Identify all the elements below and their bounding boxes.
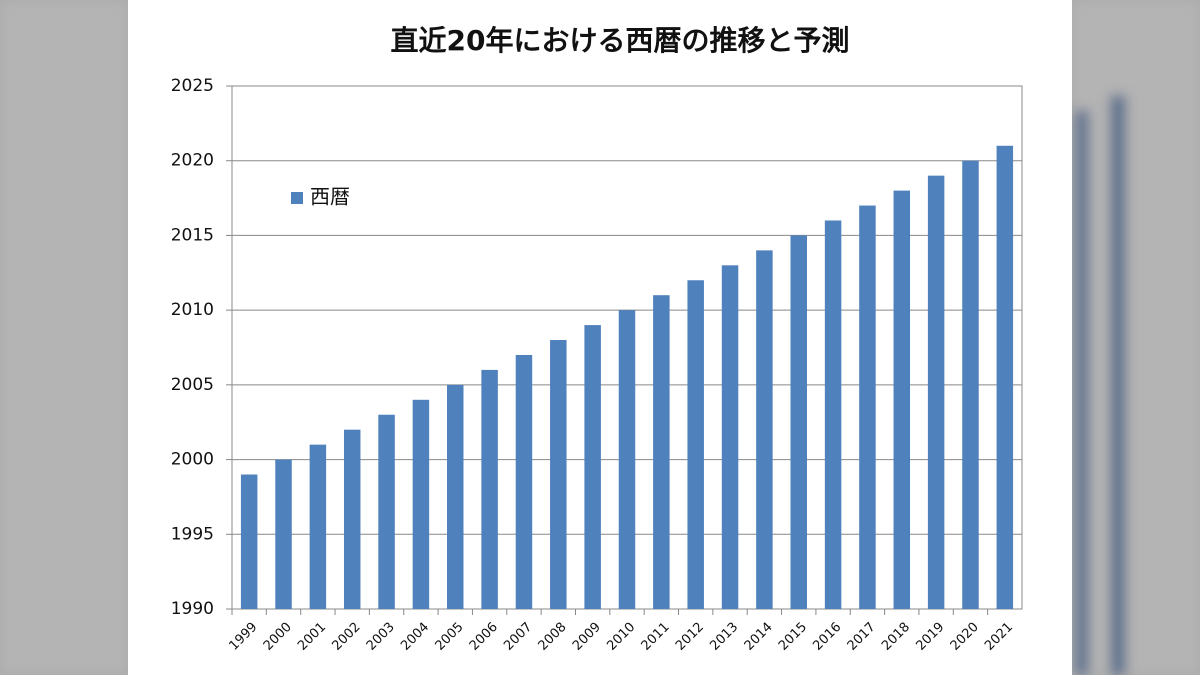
bar <box>618 310 636 609</box>
bar <box>653 295 670 609</box>
y-tick-label: 2025 <box>171 76 214 96</box>
y-tick-label: 2000 <box>171 450 214 470</box>
y-tick-label: 2010 <box>171 300 214 320</box>
y-tick-label: 2015 <box>171 225 214 245</box>
bar <box>447 384 464 609</box>
bar <box>859 205 876 610</box>
bar <box>824 220 842 609</box>
bar <box>893 190 911 609</box>
y-tick-label: 1990 <box>171 599 214 619</box>
bar <box>515 354 533 609</box>
bar <box>481 369 498 609</box>
y-tick-label: 2005 <box>171 375 214 395</box>
bar <box>584 325 601 609</box>
bar <box>721 265 739 609</box>
chart-title: 直近20年における西暦の推移と予測 <box>391 24 850 57</box>
legend-label: 西暦 <box>310 185 350 209</box>
bar <box>996 145 1014 609</box>
bar <box>275 459 292 609</box>
bar <box>309 444 327 609</box>
bar <box>550 340 567 609</box>
y-tick-label: 2020 <box>171 151 214 171</box>
bar <box>378 414 395 609</box>
bar <box>756 250 773 609</box>
bar <box>687 280 704 609</box>
bar <box>790 235 807 609</box>
bar <box>962 160 979 609</box>
bar <box>240 474 258 609</box>
bar <box>343 429 361 609</box>
bar <box>412 399 430 609</box>
y-tick-label: 1995 <box>171 524 214 544</box>
legend-swatch <box>291 192 303 204</box>
bar <box>927 175 945 609</box>
